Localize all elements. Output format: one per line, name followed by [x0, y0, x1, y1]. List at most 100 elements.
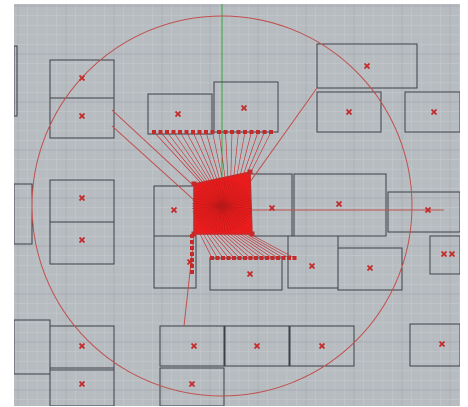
snap-point: [249, 130, 254, 134]
marker-stroke: [363, 62, 371, 70]
center-marker: [253, 342, 261, 350]
building-block[interactable]: [49, 221, 115, 265]
marker-stroke: [424, 206, 432, 214]
fan-line: [199, 233, 213, 259]
fan-line: [199, 131, 219, 183]
marker-stroke: [366, 264, 374, 272]
block-center-markers: [78, 62, 456, 388]
building-block[interactable]: [316, 91, 382, 133]
snap-point: [262, 130, 267, 134]
center-marker: [78, 236, 86, 244]
marker-stroke: [438, 340, 446, 348]
marker-stroke: [268, 204, 276, 212]
marker-stroke: [170, 206, 178, 214]
building-block[interactable]: [289, 325, 355, 367]
hatch-line: [221, 205, 247, 222]
fan-line: [213, 233, 235, 259]
building-block[interactable]: [293, 173, 387, 237]
fan-line: [218, 131, 226, 183]
hatch-line: [221, 205, 250, 217]
hatch-line: [212, 181, 223, 207]
building-block[interactable]: [224, 325, 290, 367]
hatch-line: [221, 205, 249, 220]
snap-point: [276, 256, 280, 260]
viewport-canvas[interactable]: [14, 4, 460, 406]
center-shape-hatch: [191, 169, 255, 237]
center-marker: [78, 74, 86, 82]
snap-point: [165, 130, 169, 134]
center-marker: [363, 62, 371, 70]
hatch-line: [221, 205, 229, 232]
snap-point: [210, 256, 214, 260]
building-block[interactable]: [337, 247, 403, 291]
fan-line: [205, 131, 221, 183]
snap-point: [226, 256, 231, 260]
marker-stroke: [174, 110, 182, 118]
hatch-line: [221, 205, 243, 226]
fan-line: [233, 233, 268, 259]
building-block[interactable]: [49, 367, 115, 406]
fan-line: [239, 233, 279, 259]
center-marker: [78, 342, 86, 350]
building-block[interactable]: [14, 45, 18, 117]
hatch-line: [221, 181, 232, 207]
center-marker: [345, 108, 353, 116]
corner-grip[interactable]: [191, 231, 197, 237]
hatch-line: [221, 192, 249, 207]
snap-point: [230, 130, 234, 134]
connection-lines: [111, 87, 444, 327]
snap-point: [256, 130, 260, 134]
building-block[interactable]: [159, 325, 225, 367]
hatch-line: [218, 205, 223, 232]
connection-line: [111, 109, 195, 187]
building-block[interactable]: [409, 323, 460, 367]
building-block[interactable]: [404, 91, 460, 133]
snap-point: [281, 256, 286, 260]
building-block[interactable]: [153, 235, 197, 289]
hatch-line: [209, 205, 223, 230]
fan-line: [166, 131, 206, 183]
hatch-line: [195, 192, 223, 207]
fan-line: [192, 131, 216, 183]
building-block[interactable]: [49, 97, 115, 139]
marker-stroke: [335, 200, 343, 208]
hatch-line: [221, 205, 252, 212]
center-marker: [424, 206, 432, 214]
hatch-line: [221, 205, 226, 232]
marker-stroke: [345, 108, 353, 116]
building-block[interactable]: [159, 367, 225, 406]
snap-point: [152, 130, 156, 134]
snap-point: [197, 130, 202, 134]
center-marker: [430, 108, 438, 116]
marker-stroke: [246, 270, 254, 278]
hatch-line: [212, 205, 223, 231]
snap-points: [152, 130, 297, 274]
marker-stroke: [78, 112, 86, 120]
corner-grip[interactable]: [191, 181, 197, 187]
snap-point: [190, 240, 194, 244]
building-block[interactable]: [387, 191, 460, 233]
building-block[interactable]: [429, 235, 460, 275]
viewport-top[interactable]: [14, 4, 460, 406]
center-marker: [186, 258, 194, 266]
marker-stroke: [448, 250, 456, 258]
fan-line: [206, 233, 224, 259]
hatch-line: [204, 184, 223, 207]
fan-line: [225, 131, 229, 183]
snap-point: [223, 130, 228, 134]
corner-grip[interactable]: [247, 169, 253, 175]
connection-line: [183, 235, 195, 327]
building-block[interactable]: [49, 325, 115, 371]
hatch-line: [221, 203, 252, 207]
fan-line: [232, 131, 239, 183]
hatch-line: [221, 186, 243, 207]
snap-point: [171, 130, 176, 134]
snap-point: [237, 256, 242, 260]
corner-grip[interactable]: [249, 231, 255, 237]
marker-stroke: [430, 108, 438, 116]
building-block[interactable]: [316, 43, 418, 89]
hatch-line: [206, 183, 223, 207]
snap-point: [204, 130, 208, 134]
hatch-line: [221, 205, 240, 228]
marker-stroke: [318, 342, 326, 350]
